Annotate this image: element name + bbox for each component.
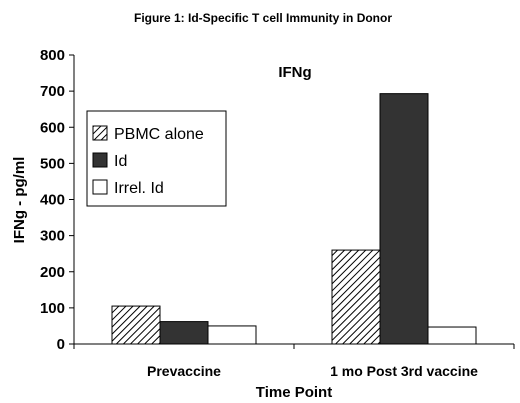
bar-id-2 — [379, 93, 429, 345]
legend: PBMC alone Id Irrel. Id — [86, 110, 227, 207]
y-tick-label: 300 — [40, 228, 65, 245]
legend-swatch — [92, 125, 108, 141]
legend-entry: Irrel. Id — [114, 180, 164, 197]
legend-swatch — [92, 152, 108, 168]
bar-pbmc-alone-2 — [331, 249, 381, 345]
y-tick-label: 500 — [40, 155, 65, 172]
y-axis-title: IFNg - pg/ml — [11, 157, 28, 244]
bars-layer — [111, 93, 477, 345]
legend-swatch — [92, 179, 108, 195]
bar-irrel-id-2 — [427, 326, 477, 345]
y-tick-label: 0 — [57, 336, 65, 353]
x-axis-title: Time Point — [256, 384, 332, 401]
legend-entry: PBMC alone — [114, 126, 204, 143]
category-label: 1 mo Post 3rd vaccine — [330, 363, 478, 379]
y-tick-label: 700 — [40, 83, 65, 100]
y-tick-label: 100 — [40, 300, 65, 317]
legend-entry: Id — [114, 153, 127, 170]
category-labels: Prevaccine 1 mo Post 3rd vaccine — [147, 363, 478, 379]
y-tick-label: 400 — [40, 192, 65, 209]
y-tick-label: 800 — [40, 47, 65, 64]
y-tick-label: 200 — [40, 264, 65, 281]
bar-pbmc-alone-1 — [111, 305, 161, 345]
chart-subtitle: IFNg — [278, 64, 311, 81]
figure-title: Figure 1: Id-Specific T cell Immunity in… — [134, 11, 392, 25]
ticks-layer: 0 100 200 300 400 500 600 700 800 — [40, 47, 515, 353]
y-tick-label: 600 — [40, 119, 65, 136]
bar-id-1 — [159, 321, 209, 345]
bar-irrel-id-1 — [207, 325, 257, 345]
legend-box — [86, 110, 227, 207]
category-label: Prevaccine — [147, 363, 221, 379]
